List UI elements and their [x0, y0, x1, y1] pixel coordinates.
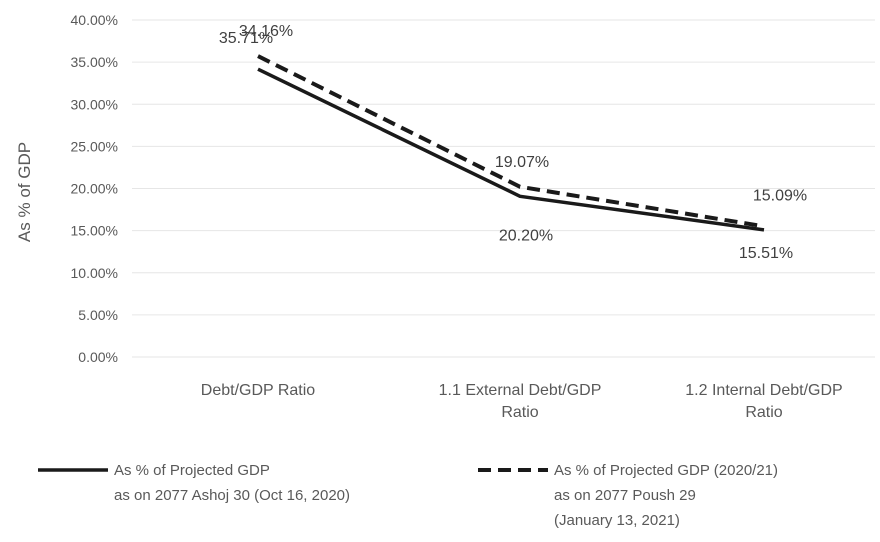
data-label: 34.16%	[239, 23, 293, 40]
data-label: 19.07%	[495, 154, 549, 171]
y-axis-ticks: 0.00% 5.00% 10.00% 15.00% 20.00% 25.00% 30.00%…	[71, 12, 118, 365]
y-tick-label: 20.00%	[71, 181, 118, 197]
x-category-label: 1.2 Internal Debt/GDP Ratio	[685, 382, 842, 421]
legend-entry: As % of Projected GDP (2020/21) as on 207…	[554, 462, 778, 529]
data-labels: 35.71% 20.20% 15.51% 34.16% 19.07% 15.09%	[219, 23, 807, 262]
y-tick-label: 30.00%	[71, 96, 118, 112]
series-line-solid	[257, 67, 765, 232]
y-tick-label: 10.00%	[71, 265, 118, 281]
y-tick-label: 25.00%	[71, 138, 118, 154]
y-tick-label: 15.00%	[71, 223, 118, 239]
y-tick-label: 5.00%	[78, 307, 118, 323]
data-label: 15.51%	[739, 245, 793, 262]
x-axis-categories: Debt/GDP Ratio 1.1 External Debt/GDP Ratio…	[201, 382, 843, 421]
data-label: 35.71%	[219, 30, 273, 47]
x-category-label: Debt/GDP Ratio	[201, 382, 316, 399]
series-lines	[257, 54, 765, 232]
y-tick-label: 35.00%	[71, 54, 118, 70]
y-tick-label: 0.00%	[78, 349, 118, 365]
x-category-label: 1.1 External Debt/GDP Ratio	[439, 382, 602, 421]
series-line-dashed	[257, 54, 765, 229]
y-axis-label: As % of GDP	[15, 142, 34, 242]
legend-entry: As % of Projected GDP as on 2077 Ashoj 30…	[114, 462, 350, 504]
data-label: 20.20%	[499, 227, 553, 244]
legend: As % of Projected GDP as on 2077 Ashoj 30…	[38, 462, 778, 529]
data-label: 15.09%	[753, 187, 807, 204]
y-tick-label: 40.00%	[71, 12, 118, 28]
